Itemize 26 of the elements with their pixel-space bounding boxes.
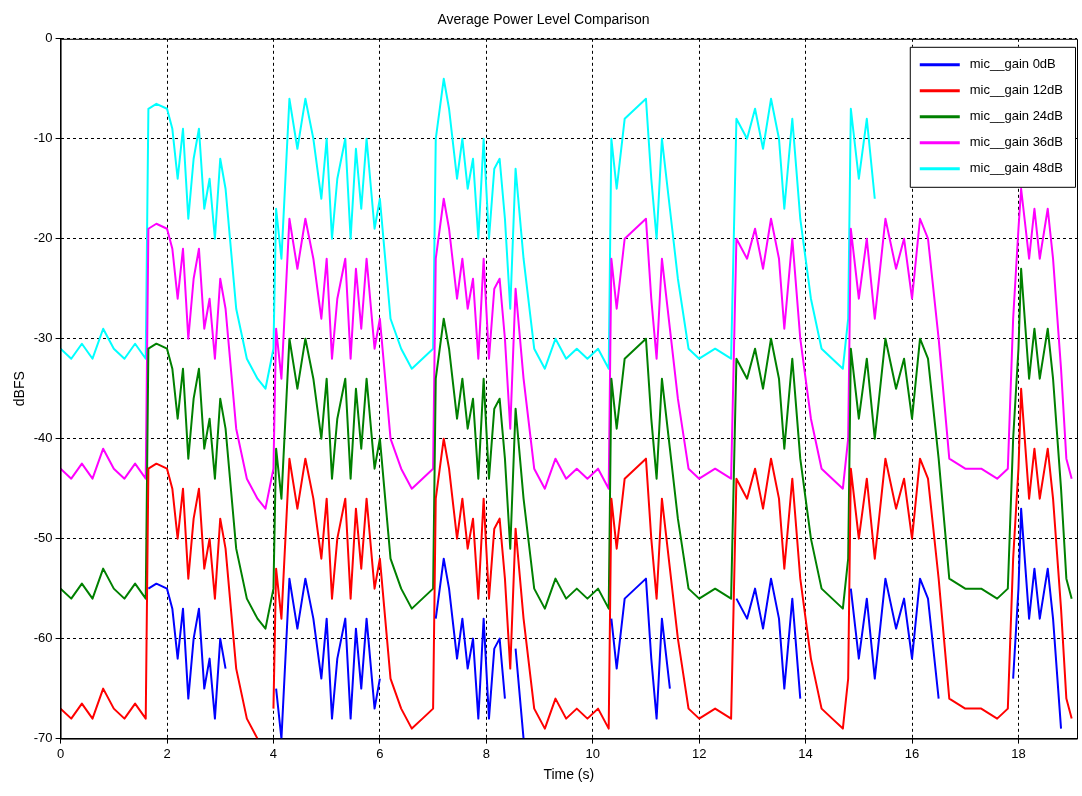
legend-label: mic__gain 12dB: [969, 82, 1064, 98]
y-tick-label: -10: [33, 130, 53, 146]
x-tick-label: 10: [585, 745, 600, 761]
x-tick-label: 0: [56, 745, 65, 761]
x-tick-label: 8: [482, 745, 490, 761]
legend-label: mic__gain 36dB: [969, 134, 1064, 150]
x-tick-label: 4: [269, 745, 278, 761]
legend-label: mic__gain 48dB: [969, 160, 1064, 176]
x-tick-label: 14: [798, 745, 813, 761]
x-tick-label: 16: [904, 745, 920, 761]
y-tick-label: 0: [45, 30, 53, 46]
legend-label: mic__gain 24dB: [969, 108, 1064, 124]
x-tick-label: 2: [163, 745, 171, 761]
y-tick-label: -60: [33, 630, 53, 646]
x-tick-label: 18: [1011, 745, 1026, 761]
y-tick-label: -30: [33, 330, 53, 346]
legend-label: mic__gain 0dB: [969, 56, 1056, 72]
y-tick-label: -20: [33, 230, 53, 246]
y-axis-title: dBFS: [11, 371, 28, 407]
y-tick-label: -40: [33, 430, 53, 446]
x-axis-title: Time (s): [543, 766, 595, 783]
x-tick-label: 12: [691, 745, 707, 761]
chart-title: Average Power Level Comparison: [437, 11, 650, 28]
x-tick-label: 6: [376, 745, 384, 761]
y-tick-label: -50: [33, 530, 53, 546]
y-tick-label: -70: [33, 730, 53, 746]
